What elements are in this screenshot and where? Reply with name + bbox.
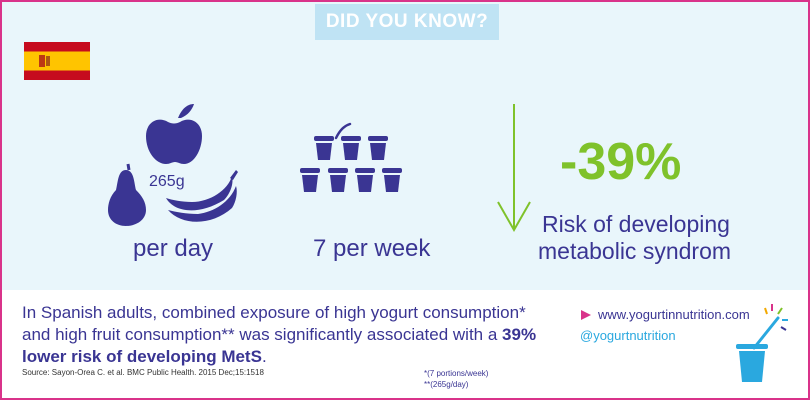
yogurt-caption: 7 per week: [313, 235, 431, 262]
spain-flag-icon: [24, 42, 90, 80]
source-citation: Source: Sayon-Orea C. et al. BMC Public …: [22, 368, 264, 377]
title-banner: DID YOU KNOW?: [315, 4, 499, 40]
play-arrow-icon: [581, 310, 591, 320]
risk-label-line1: Risk of developing: [542, 211, 730, 237]
fruit-amount: 265g: [149, 173, 185, 190]
bottom-panel: [2, 290, 808, 398]
risk-reduction-value: -39%: [560, 133, 682, 191]
fruit-caption: per day: [133, 235, 214, 262]
footnote-yogurt: *(7 portions/week): [424, 369, 489, 378]
summary-text-end: .: [261, 347, 267, 366]
summary-text: In Spanish adults, combined exposure of …: [22, 302, 542, 368]
yogurt-cups-icon: [300, 122, 402, 192]
fruit-icon: [108, 104, 238, 226]
top-panel: [2, 2, 808, 290]
summary-text-bold: 39% lower risk of developing MetS: [22, 325, 537, 366]
social-handle[interactable]: @yogurtnutrition: [580, 328, 676, 343]
footnote-fruit: **(265g/day): [424, 380, 469, 389]
yogurt-cup-logo-icon: [736, 304, 788, 382]
website-link[interactable]: www.yogurtinnutrition.com: [598, 307, 750, 322]
down-arrow-icon: [497, 104, 531, 233]
risk-label-line2: metabolic syndrom: [538, 238, 732, 264]
summary-text-part1: In Spanish adults, combined exposure of …: [22, 303, 526, 344]
